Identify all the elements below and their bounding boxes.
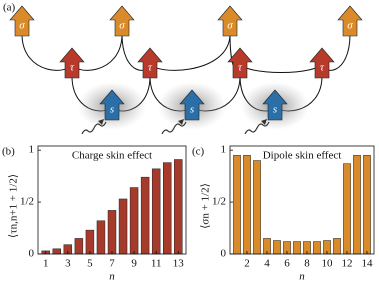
x-axis-label: n — [299, 271, 305, 283]
tau-arrow — [137, 47, 163, 79]
x-tick-label: 12 — [342, 258, 353, 270]
x-tick-label: 11 — [151, 258, 162, 270]
y-tick-label: 1/2 — [212, 196, 226, 208]
axes-frame — [229, 145, 375, 255]
bar — [353, 155, 361, 255]
chart-title: Charge skin effect — [72, 150, 152, 162]
bar — [233, 155, 241, 255]
s-arrow-label: s — [110, 104, 114, 116]
x-tick-label: 13 — [173, 258, 185, 270]
x-tick-label: 1 — [43, 258, 49, 270]
wave-arrow — [161, 121, 187, 135]
x-tick-label: 8 — [304, 258, 310, 270]
tau-arrow-label: τ — [148, 62, 153, 74]
y-axis-label: ⟨τn,n+1 + 1/2⟩ — [8, 174, 20, 238]
chart-title: Dipole skin effect — [263, 150, 342, 162]
bar — [96, 220, 106, 255]
x-tick-label: 9 — [131, 258, 137, 270]
bar — [74, 238, 84, 255]
wave-arrow — [244, 121, 270, 135]
panel-label: (b) — [2, 146, 15, 158]
x-tick-label: 4 — [264, 258, 270, 270]
x-tick-label: 3 — [65, 258, 71, 270]
y-tick-label: 1/2 — [20, 196, 34, 208]
y-tick-label: 1 — [29, 144, 35, 156]
sigma-arrow — [217, 5, 243, 37]
bar — [313, 241, 321, 255]
s-arrow-label: s — [190, 104, 194, 116]
bar — [243, 155, 251, 255]
bar — [107, 210, 117, 255]
bar — [118, 198, 128, 255]
y-axis-label: ⟨σn + 1/2⟩ — [200, 183, 212, 229]
tau-arrow — [309, 47, 335, 79]
sigma-arrow-label: σ — [227, 20, 233, 32]
y-tick-label: 0 — [221, 248, 227, 260]
sigma-arrow-label: σ — [19, 20, 25, 32]
tau-arrow — [227, 47, 253, 79]
bar — [253, 160, 261, 255]
bar — [52, 248, 62, 255]
sigma-arrow — [337, 5, 363, 37]
bar — [343, 163, 351, 255]
bar — [85, 229, 95, 255]
bar — [333, 238, 341, 255]
x-tick-label: 6 — [284, 258, 290, 270]
bar — [363, 155, 371, 255]
x-tick-label: 5 — [87, 258, 93, 270]
bar — [174, 159, 183, 255]
bar — [140, 176, 150, 255]
wave-arrow-head — [98, 119, 104, 125]
x-tick-label: 14 — [362, 258, 374, 270]
wave-arrow-head — [261, 119, 267, 125]
y-tick-label: 0 — [29, 248, 35, 260]
s-arrow — [99, 89, 125, 121]
sigma-arrow-label: σ — [119, 20, 125, 32]
sigma-arrow — [9, 5, 35, 37]
bar — [162, 162, 172, 255]
s-arrow — [179, 89, 205, 121]
wave-arrow — [81, 121, 107, 135]
bar — [129, 187, 139, 255]
x-axis-label: n — [109, 271, 115, 283]
sigma-arrow-label: σ — [347, 20, 353, 32]
x-tick-label: 7 — [109, 258, 115, 270]
x-tick-label: 2 — [244, 258, 250, 270]
tau-arrow-label: τ — [238, 62, 243, 74]
bar — [151, 168, 161, 255]
tau-arrow — [59, 47, 85, 79]
tau-arrow-label: τ — [70, 62, 75, 74]
tau-arrow-label: τ — [320, 62, 325, 74]
wave-arrow-head — [178, 119, 184, 125]
bar — [293, 241, 301, 255]
x-tick-label: 10 — [322, 258, 334, 270]
panel-label: (c) — [192, 146, 205, 158]
s-arrow-label: s — [273, 104, 277, 116]
panel-label: (a) — [3, 2, 16, 14]
y-tick-label: 1 — [221, 144, 227, 156]
s-arrow — [262, 89, 288, 121]
bar — [273, 240, 281, 255]
sigma-arrow — [109, 5, 135, 37]
